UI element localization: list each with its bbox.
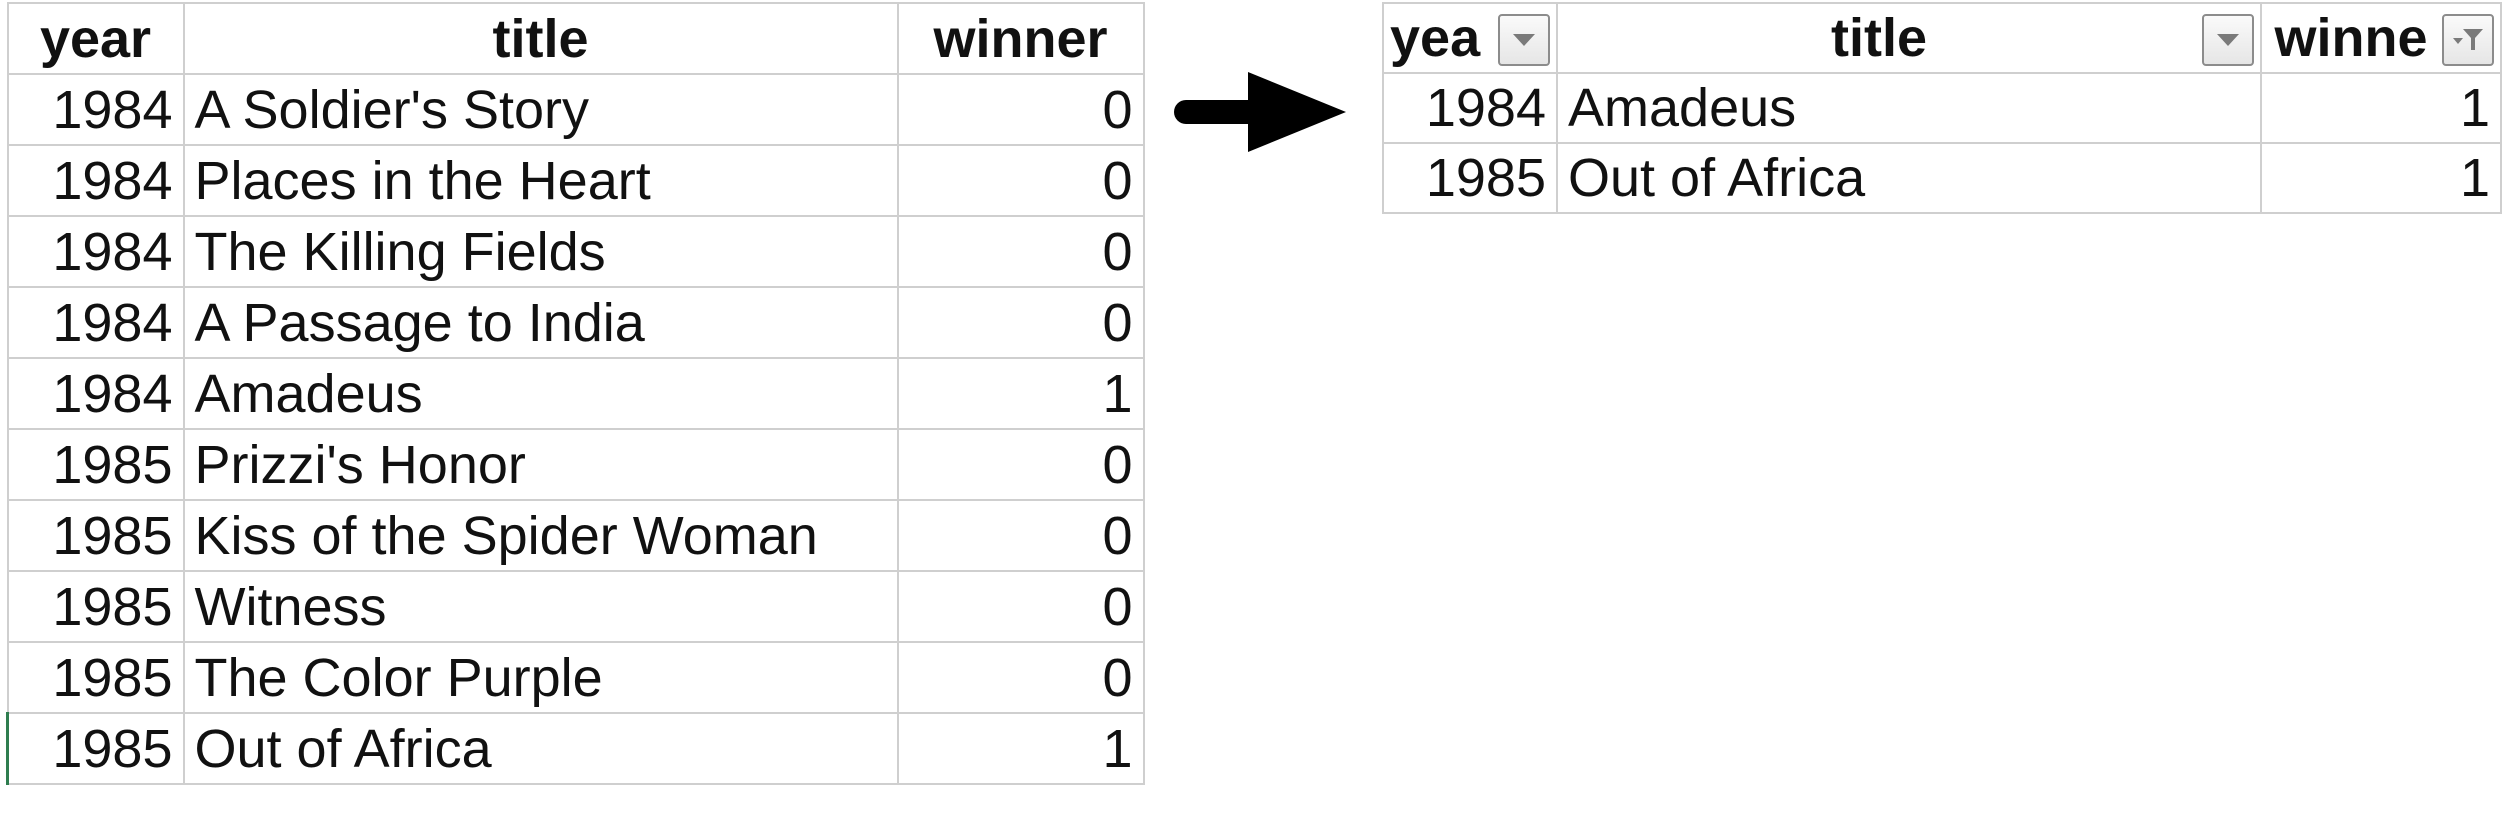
cell-year[interactable]: 1985	[6, 570, 185, 643]
header-winner-label: winne	[2274, 8, 2428, 68]
table-row: 1984 Amadeus 1	[1382, 72, 2502, 144]
cell-year[interactable]: 1985	[6, 428, 185, 501]
cell-winner[interactable]: 0	[896, 499, 1145, 572]
cell-winner[interactable]: 0	[896, 570, 1145, 643]
cell-title[interactable]: A Passage to India	[182, 286, 899, 359]
header-year[interactable]: yea	[1382, 2, 1558, 74]
table-row: 1985 The Color Purple 0	[6, 641, 1145, 714]
table-row: 1984 Places in the Heart 0	[6, 144, 1145, 217]
table-row: 1984 A Passage to India 0	[6, 286, 1145, 359]
filter-active-icon	[2453, 29, 2483, 50]
year-filter-button[interactable]	[1498, 14, 1550, 66]
header-year-label: yea	[1390, 8, 1481, 68]
cell-winner[interactable]: 0	[896, 286, 1145, 359]
cell-title[interactable]: Amadeus	[1556, 72, 2262, 144]
header-row: year title winner	[6, 2, 1145, 75]
cell-winner[interactable]: 0	[896, 144, 1145, 217]
cell-title[interactable]: Prizzi's Honor	[182, 428, 899, 501]
header-row: yea title winne	[1382, 2, 2502, 74]
cell-title[interactable]: Witness	[182, 570, 899, 643]
cell-year[interactable]: 1984	[6, 286, 185, 359]
title-filter-button[interactable]	[2202, 14, 2254, 66]
cell-year[interactable]: 1985	[1382, 142, 1558, 214]
header-year[interactable]: year	[6, 2, 185, 75]
table-row: 1985 Witness 0	[6, 570, 1145, 643]
cell-winner[interactable]: 0	[896, 428, 1145, 501]
cell-winner[interactable]: 1	[2260, 72, 2502, 144]
cell-year[interactable]: 1984	[6, 357, 185, 430]
table-row: 1985 Out of Africa 1	[1382, 142, 2502, 214]
table-row: 1984 The Killing Fields 0	[6, 215, 1145, 288]
cell-year[interactable]: 1985	[6, 641, 185, 714]
header-title[interactable]: title	[182, 2, 899, 75]
header-winner[interactable]: winner	[896, 2, 1145, 75]
cell-year[interactable]: 1984	[6, 215, 185, 288]
winner-filter-button[interactable]	[2442, 14, 2494, 66]
cell-year[interactable]: 1985	[6, 712, 185, 785]
cell-title[interactable]: Out of Africa	[1556, 142, 2262, 214]
cell-title[interactable]: Amadeus	[182, 357, 899, 430]
right-arrow-icon	[1174, 72, 1346, 152]
cell-winner[interactable]: 1	[2260, 142, 2502, 214]
cell-winner[interactable]: 1	[896, 712, 1145, 785]
header-title-label: title	[1830, 8, 1927, 68]
cell-title[interactable]: Kiss of the Spider Woman	[182, 499, 899, 572]
table-row: 1985 Prizzi's Honor 0	[6, 428, 1145, 501]
header-title[interactable]: title	[1556, 2, 2262, 74]
source-table: year title winner 1984 A Soldier's Story…	[6, 2, 1145, 785]
table-row: 1984 Amadeus 1	[6, 357, 1145, 430]
cell-title[interactable]: Out of Africa	[182, 712, 899, 785]
dropdown-arrow-icon	[2217, 34, 2239, 46]
table-row: 1985 Out of Africa 1	[6, 712, 1145, 785]
cell-title[interactable]: The Killing Fields	[182, 215, 899, 288]
cell-winner[interactable]: 0	[896, 73, 1145, 146]
cell-year[interactable]: 1985	[6, 499, 185, 572]
cell-winner[interactable]: 0	[896, 215, 1145, 288]
cell-title[interactable]: The Color Purple	[182, 641, 899, 714]
cell-winner[interactable]: 1	[896, 357, 1145, 430]
cell-year[interactable]: 1984	[6, 144, 185, 217]
table-row: 1985 Kiss of the Spider Woman 0	[6, 499, 1145, 572]
filtered-table: yea title winne	[1382, 2, 2502, 214]
cell-winner[interactable]: 0	[896, 641, 1145, 714]
table-row: 1984 A Soldier's Story 0	[6, 73, 1145, 146]
dropdown-arrow-icon	[1513, 34, 1535, 46]
cell-year[interactable]: 1984	[1382, 72, 1558, 144]
cell-title[interactable]: A Soldier's Story	[182, 73, 899, 146]
cell-title[interactable]: Places in the Heart	[182, 144, 899, 217]
header-winner[interactable]: winne	[2260, 2, 2502, 74]
cell-year[interactable]: 1984	[6, 73, 185, 146]
